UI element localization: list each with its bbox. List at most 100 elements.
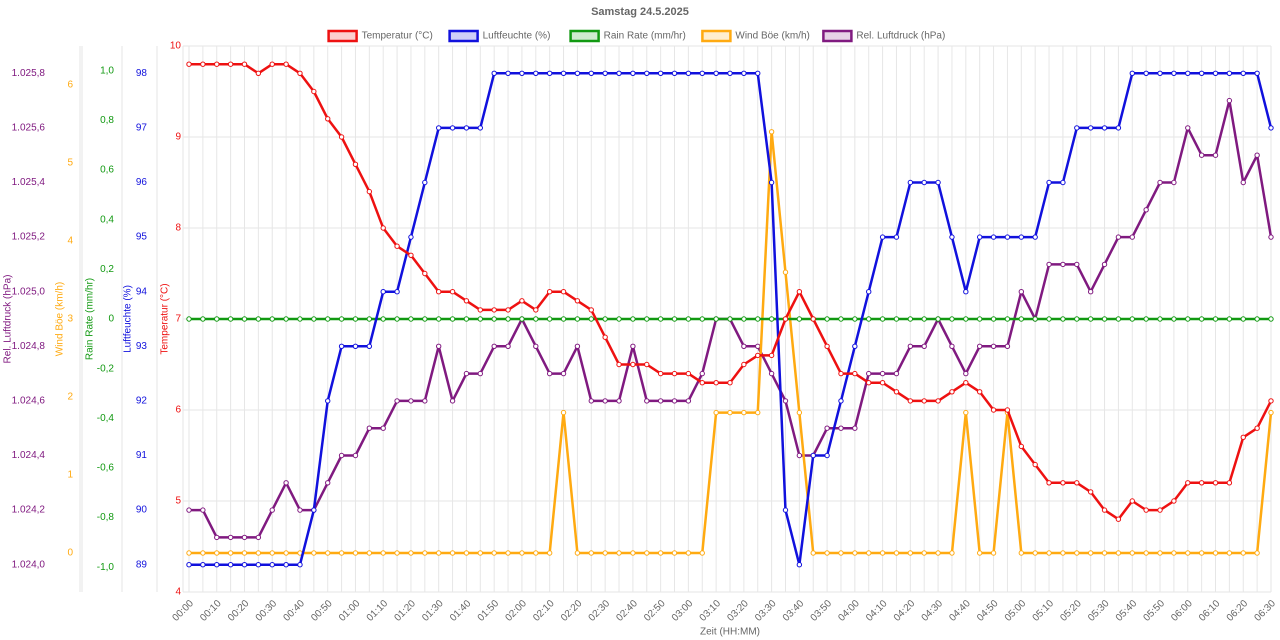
data-point: [1254, 316, 1260, 322]
data-point: [921, 550, 927, 556]
data-point: [755, 70, 761, 77]
data-point: [380, 225, 386, 231]
data-point: [325, 316, 331, 322]
data-point: [630, 316, 636, 322]
data-point: [1157, 70, 1163, 77]
data-point: [602, 316, 608, 322]
y-tick-label: -1,0: [97, 562, 115, 573]
data-point: [921, 316, 927, 322]
x-tick-label: 02:10: [531, 598, 557, 624]
y-tick-label: 1.024,4: [12, 450, 46, 461]
x-tick-label: 05:00: [1003, 598, 1029, 624]
data-point: [1004, 316, 1011, 322]
data-point: [311, 507, 317, 513]
data-point: [893, 389, 900, 395]
data-point: [671, 316, 678, 322]
data-point: [241, 562, 248, 568]
y-tick-label: 1.024,6: [12, 396, 46, 407]
data-point: [449, 398, 456, 404]
x-tick-label: 04:20: [892, 598, 918, 624]
y-tick-label: 10: [170, 41, 182, 52]
y-tick-label: 97: [136, 123, 148, 134]
data-point: [338, 343, 345, 349]
data-point: [1032, 461, 1038, 468]
data-point: [699, 380, 705, 386]
data-point: [574, 343, 581, 349]
x-tick-label: 01:00: [337, 598, 363, 624]
x-axis-title: Zeit (HH:MM): [700, 627, 760, 638]
data-point: [699, 316, 705, 322]
data-point: [1115, 125, 1122, 131]
data-point: [200, 562, 206, 568]
legend-label: Rel. Luftdruck (hPa): [856, 31, 945, 42]
data-point: [491, 307, 497, 313]
x-tick-label: 03:40: [781, 598, 807, 624]
y-tick-label: 1.025,4: [12, 177, 46, 188]
data-point: [186, 507, 192, 513]
data-point: [269, 507, 275, 513]
data-point: [588, 307, 594, 313]
data-point: [1074, 480, 1080, 486]
data-point: [1268, 398, 1274, 404]
x-tick-label: 04:00: [836, 598, 862, 624]
data-point: [380, 289, 386, 295]
y-tick-label: 1.024,8: [12, 341, 46, 352]
data-point: [921, 343, 927, 349]
data-point: [1226, 97, 1233, 104]
data-point: [1185, 70, 1191, 77]
data-point: [1185, 125, 1191, 131]
y-tick-label: 6: [175, 405, 181, 416]
data-point: [214, 534, 220, 541]
x-tick-label: 02:50: [642, 598, 668, 624]
data-point: [1087, 289, 1094, 295]
data-point: [546, 550, 553, 556]
data-point: [1198, 550, 1205, 556]
data-point: [866, 550, 872, 556]
data-point: [186, 562, 192, 568]
data-point: [921, 398, 927, 404]
data-point: [838, 425, 844, 431]
data-point: [755, 343, 761, 349]
x-tick-label: 01:20: [392, 598, 418, 624]
data-point: [1226, 316, 1233, 322]
data-point: [630, 70, 636, 77]
data-point: [1115, 316, 1122, 322]
data-point: [810, 550, 816, 556]
data-point: [269, 61, 275, 67]
data-point: [990, 407, 997, 413]
data-point: [893, 316, 900, 322]
data-point: [893, 370, 900, 377]
data-point: [505, 307, 511, 313]
data-point: [699, 70, 705, 77]
data-point: [810, 316, 816, 322]
x-tick-label: 01:50: [476, 598, 502, 624]
data-point: [311, 316, 317, 322]
x-tick-label: 05:50: [1142, 598, 1168, 624]
data-point: [824, 550, 830, 556]
y-tick-label: -0,4: [97, 413, 115, 424]
y-tick-label: -0,6: [97, 463, 115, 474]
x-tick-label: 04:30: [920, 598, 946, 624]
data-point: [380, 425, 386, 431]
data-point: [727, 316, 733, 322]
data-point: [186, 61, 192, 67]
y-tick-label: 0: [108, 314, 114, 325]
data-point: [1185, 550, 1191, 556]
data-point: [657, 550, 664, 556]
data-point: [477, 370, 484, 377]
data-point: [1087, 125, 1094, 131]
data-point: [200, 550, 206, 556]
data-point: [214, 316, 220, 322]
y-tick-label: 8: [175, 223, 181, 234]
y-tick-label: 92: [136, 396, 148, 407]
data-point: [366, 425, 373, 431]
data-point: [1240, 179, 1246, 186]
data-point: [768, 370, 775, 377]
data-point: [1143, 70, 1149, 77]
data-point: [976, 234, 983, 240]
data-point: [1212, 550, 1219, 556]
legend-item: Wind Böe (km/h): [701, 29, 810, 43]
data-point: [463, 125, 470, 131]
data-point: [824, 343, 830, 349]
data-point: [1060, 179, 1066, 186]
